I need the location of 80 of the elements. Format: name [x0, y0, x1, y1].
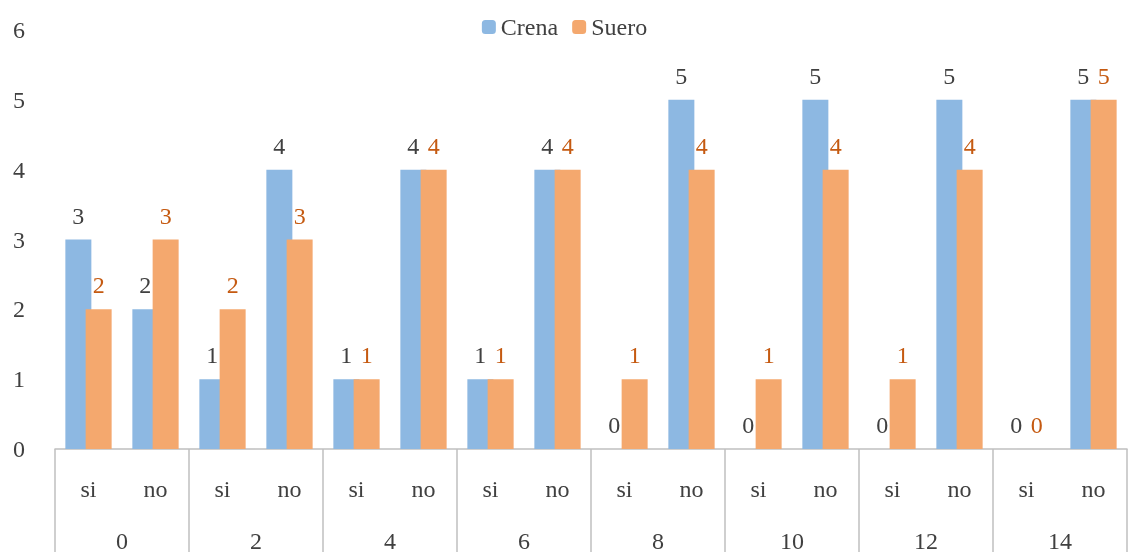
y-tick-label: 2 — [13, 296, 25, 323]
bar — [755, 379, 782, 449]
text: 14 — [1048, 528, 1072, 553]
text: 6 — [518, 528, 530, 553]
text: 8 — [652, 528, 664, 553]
text: 10 — [780, 528, 804, 553]
data-label: 4 — [407, 132, 420, 159]
text: 0 — [116, 528, 128, 553]
bar — [621, 379, 648, 449]
x-tick-label: no — [143, 476, 168, 502]
data-label: 5 — [809, 62, 822, 89]
y-tick-label: 1 — [13, 366, 25, 393]
data-label: 1 — [474, 342, 487, 369]
data-label: 1 — [340, 342, 353, 369]
data-label: 4 — [273, 132, 286, 159]
data-label: 5 — [1097, 62, 1110, 89]
data-label: 5 — [1077, 62, 1090, 89]
data-label: 1 — [206, 342, 219, 369]
bar — [219, 309, 246, 449]
text: 12 — [914, 528, 938, 553]
text: 4 — [384, 528, 396, 553]
data-label: 4 — [695, 132, 708, 159]
data-label: 2 — [139, 272, 152, 299]
x-tick-label: no — [679, 476, 704, 502]
legend-label: Crena — [500, 14, 559, 40]
data-label: 0 — [742, 412, 755, 438]
data-label: 5 — [675, 62, 688, 89]
data-label: 1 — [628, 342, 641, 369]
data-label: 3 — [159, 202, 172, 229]
bar — [822, 169, 849, 449]
data-label: 1 — [762, 342, 775, 369]
data-label: 0 — [876, 412, 889, 438]
data-label: 0 — [608, 412, 621, 438]
bar — [688, 169, 715, 449]
data-label: 1 — [360, 342, 373, 369]
x-tick-label: no — [947, 476, 972, 502]
y-tick-label: 4 — [13, 156, 25, 183]
bar — [286, 239, 313, 449]
data-label: 0 — [1030, 412, 1043, 438]
data-label: 2 — [92, 272, 105, 299]
data-label: 3 — [72, 202, 85, 229]
x-tick-label: no — [411, 476, 436, 502]
y-tick-label: 0 — [13, 436, 25, 462]
data-label: 4 — [541, 132, 554, 159]
bar — [152, 239, 179, 449]
data-label: 1 — [896, 342, 909, 369]
y-tick-label: 6 — [13, 17, 25, 43]
bar — [554, 169, 581, 449]
x-tick-label: si — [348, 476, 365, 502]
bar — [1090, 99, 1117, 449]
x-tick-label: no — [813, 476, 838, 502]
x-tick-label: si — [884, 476, 901, 502]
data-label: 0 — [1010, 412, 1023, 438]
data-label: 4 — [561, 132, 574, 159]
text: 2 — [250, 528, 262, 553]
data-label: 5 — [943, 62, 956, 89]
x-tick-label: si — [1018, 476, 1035, 502]
bar — [889, 379, 916, 449]
x-tick-label: si — [750, 476, 767, 502]
legend-label: Suero — [591, 14, 648, 40]
y-tick-label: 3 — [13, 226, 25, 253]
bar — [420, 169, 447, 449]
data-label: 4 — [829, 132, 842, 159]
x-tick-label: no — [277, 476, 302, 502]
data-label: 4 — [963, 132, 976, 159]
x-tick-label: si — [214, 476, 231, 502]
y-tick-label: 5 — [13, 86, 25, 113]
bar — [353, 379, 380, 449]
bar — [85, 309, 112, 449]
x-tick-label: no — [1081, 476, 1106, 502]
bar — [487, 379, 514, 449]
data-label: 2 — [226, 272, 239, 299]
bar — [956, 169, 983, 449]
x-tick-label: si — [616, 476, 633, 502]
data-label: 4 — [427, 132, 440, 159]
x-tick-label: no — [545, 476, 570, 502]
x-tick-label: si — [80, 476, 97, 502]
x-tick-label: si — [482, 476, 499, 502]
data-label: 1 — [494, 342, 507, 369]
data-label: 3 — [293, 202, 306, 229]
